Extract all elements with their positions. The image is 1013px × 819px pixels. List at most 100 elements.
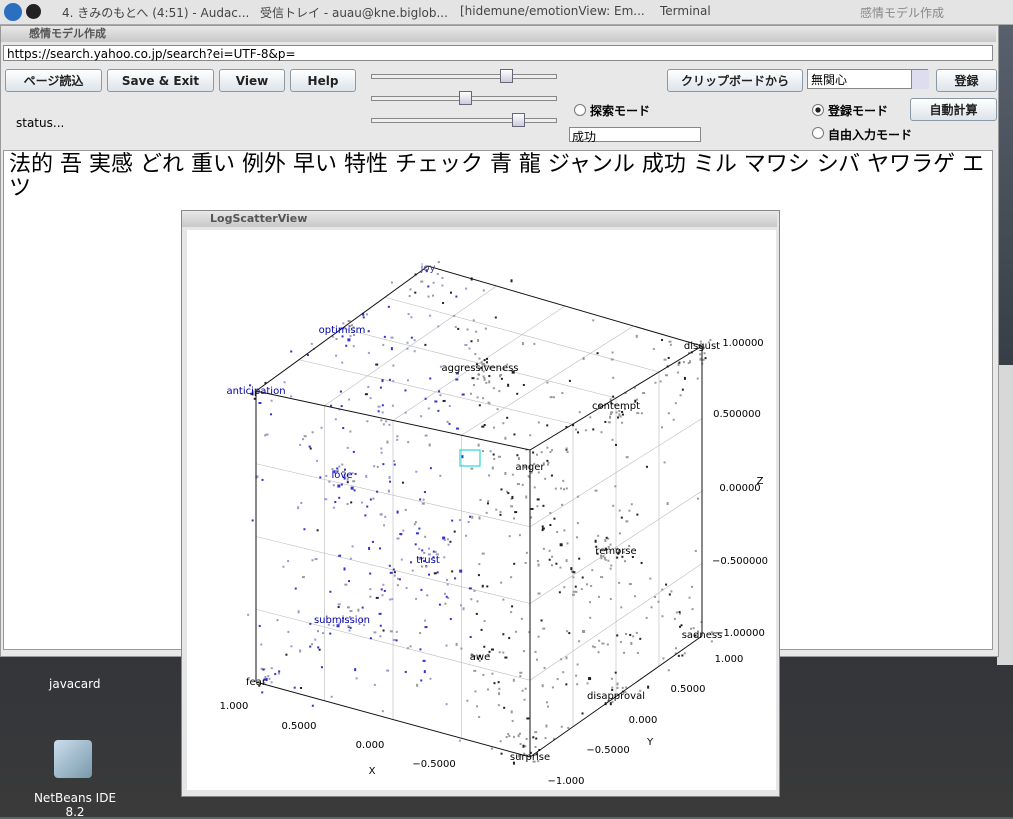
dot xyxy=(467,520,470,523)
dot xyxy=(331,335,334,338)
dot xyxy=(552,396,555,399)
dot xyxy=(674,402,677,405)
task-item[interactable]: 4. きみのもとへ (4:51) - Audac... xyxy=(62,6,250,20)
dot xyxy=(314,558,318,561)
dot xyxy=(542,462,545,465)
dot xyxy=(290,645,293,648)
dot xyxy=(582,356,585,360)
dot xyxy=(691,585,694,588)
dot xyxy=(297,610,300,614)
icon[interactable] xyxy=(54,740,92,778)
dot xyxy=(361,619,364,622)
task-item[interactable]: 受信トレイ - auau@kne.biglob... xyxy=(260,6,448,20)
button[interactable]: 登録 xyxy=(936,69,997,92)
dot xyxy=(562,479,565,482)
button[interactable]: Help xyxy=(290,69,356,92)
dot xyxy=(351,472,354,475)
button[interactable]: View xyxy=(219,69,285,92)
dot xyxy=(576,663,579,666)
text-field[interactable]: 成功 xyxy=(569,127,701,144)
dot xyxy=(622,551,625,554)
dot xyxy=(650,606,653,609)
dot xyxy=(380,447,383,450)
dot xyxy=(258,624,261,627)
emotion-label: aggressiveness xyxy=(441,363,518,374)
dot xyxy=(619,641,622,644)
slider[interactable] xyxy=(371,113,557,127)
dot xyxy=(368,546,371,550)
dot xyxy=(376,490,379,493)
radio[interactable] xyxy=(812,127,824,139)
dot xyxy=(586,682,589,685)
dot xyxy=(390,281,393,284)
dot xyxy=(337,606,340,609)
dot xyxy=(419,648,422,651)
radio[interactable] xyxy=(574,104,586,116)
icon-label[interactable]: javacard xyxy=(49,677,101,691)
dot xyxy=(492,387,495,390)
slider[interactable] xyxy=(371,69,557,83)
dot xyxy=(419,556,422,559)
dot xyxy=(572,590,576,593)
dot xyxy=(251,392,254,396)
dot xyxy=(468,587,472,590)
dot xyxy=(383,524,386,527)
dot xyxy=(515,630,518,633)
dot xyxy=(247,613,250,616)
dot xyxy=(578,640,581,643)
icon-label[interactable]: NetBeans IDE 8.2 xyxy=(33,791,117,819)
dot xyxy=(481,586,484,589)
app-icon[interactable] xyxy=(26,4,41,19)
dot xyxy=(549,396,553,399)
button[interactable]: クリップボードから xyxy=(667,69,803,92)
dot xyxy=(311,559,314,562)
combo-arrow[interactable] xyxy=(911,70,929,89)
button[interactable]: 自動計算 xyxy=(910,98,997,121)
dot xyxy=(333,471,336,474)
dot xyxy=(333,470,336,473)
dot xyxy=(524,745,527,748)
dot xyxy=(325,474,328,477)
dot xyxy=(478,357,481,360)
dot xyxy=(424,535,427,538)
dot xyxy=(476,657,479,660)
dot xyxy=(346,474,349,477)
dot xyxy=(578,411,581,414)
dot xyxy=(636,412,640,415)
task-item[interactable]: Terminal xyxy=(660,4,711,18)
dot xyxy=(532,760,536,763)
x-tick-label: 0.000 xyxy=(356,740,385,751)
dot xyxy=(616,686,619,689)
dot xyxy=(409,645,412,648)
dot xyxy=(331,468,334,471)
y-tick-label: −1.000 xyxy=(547,776,584,787)
dot xyxy=(488,402,491,405)
dot xyxy=(447,596,450,599)
dot xyxy=(445,595,448,598)
dot xyxy=(476,396,479,399)
start-icon[interactable] xyxy=(4,3,22,21)
button[interactable]: ページ読込 xyxy=(5,69,102,92)
radio-label: 探索モード xyxy=(590,104,651,118)
dot xyxy=(534,650,537,653)
dot xyxy=(451,570,454,573)
task-item[interactable]: [hidemune/emotionView: Em... xyxy=(460,4,645,18)
radio[interactable] xyxy=(812,104,824,116)
dot xyxy=(614,547,618,550)
dot xyxy=(482,289,485,292)
dot xyxy=(524,687,527,690)
dot xyxy=(410,316,413,319)
combo-box[interactable]: 無関心 xyxy=(807,69,928,89)
slider[interactable] xyxy=(371,91,557,105)
emotion-label: disapproval xyxy=(587,691,645,702)
dot xyxy=(445,644,448,647)
dot xyxy=(681,654,684,657)
dot xyxy=(496,408,499,411)
z-tick-label: 1.00000 xyxy=(722,338,763,349)
url-field[interactable]: https://search.yahoo.co.jp/search?ei=UTF… xyxy=(3,45,993,61)
dot xyxy=(680,624,683,627)
task-item[interactable]: 感情モデル作成 xyxy=(860,6,945,20)
button[interactable]: Save & Exit xyxy=(107,69,214,92)
dot xyxy=(577,431,580,434)
dot xyxy=(590,584,593,587)
